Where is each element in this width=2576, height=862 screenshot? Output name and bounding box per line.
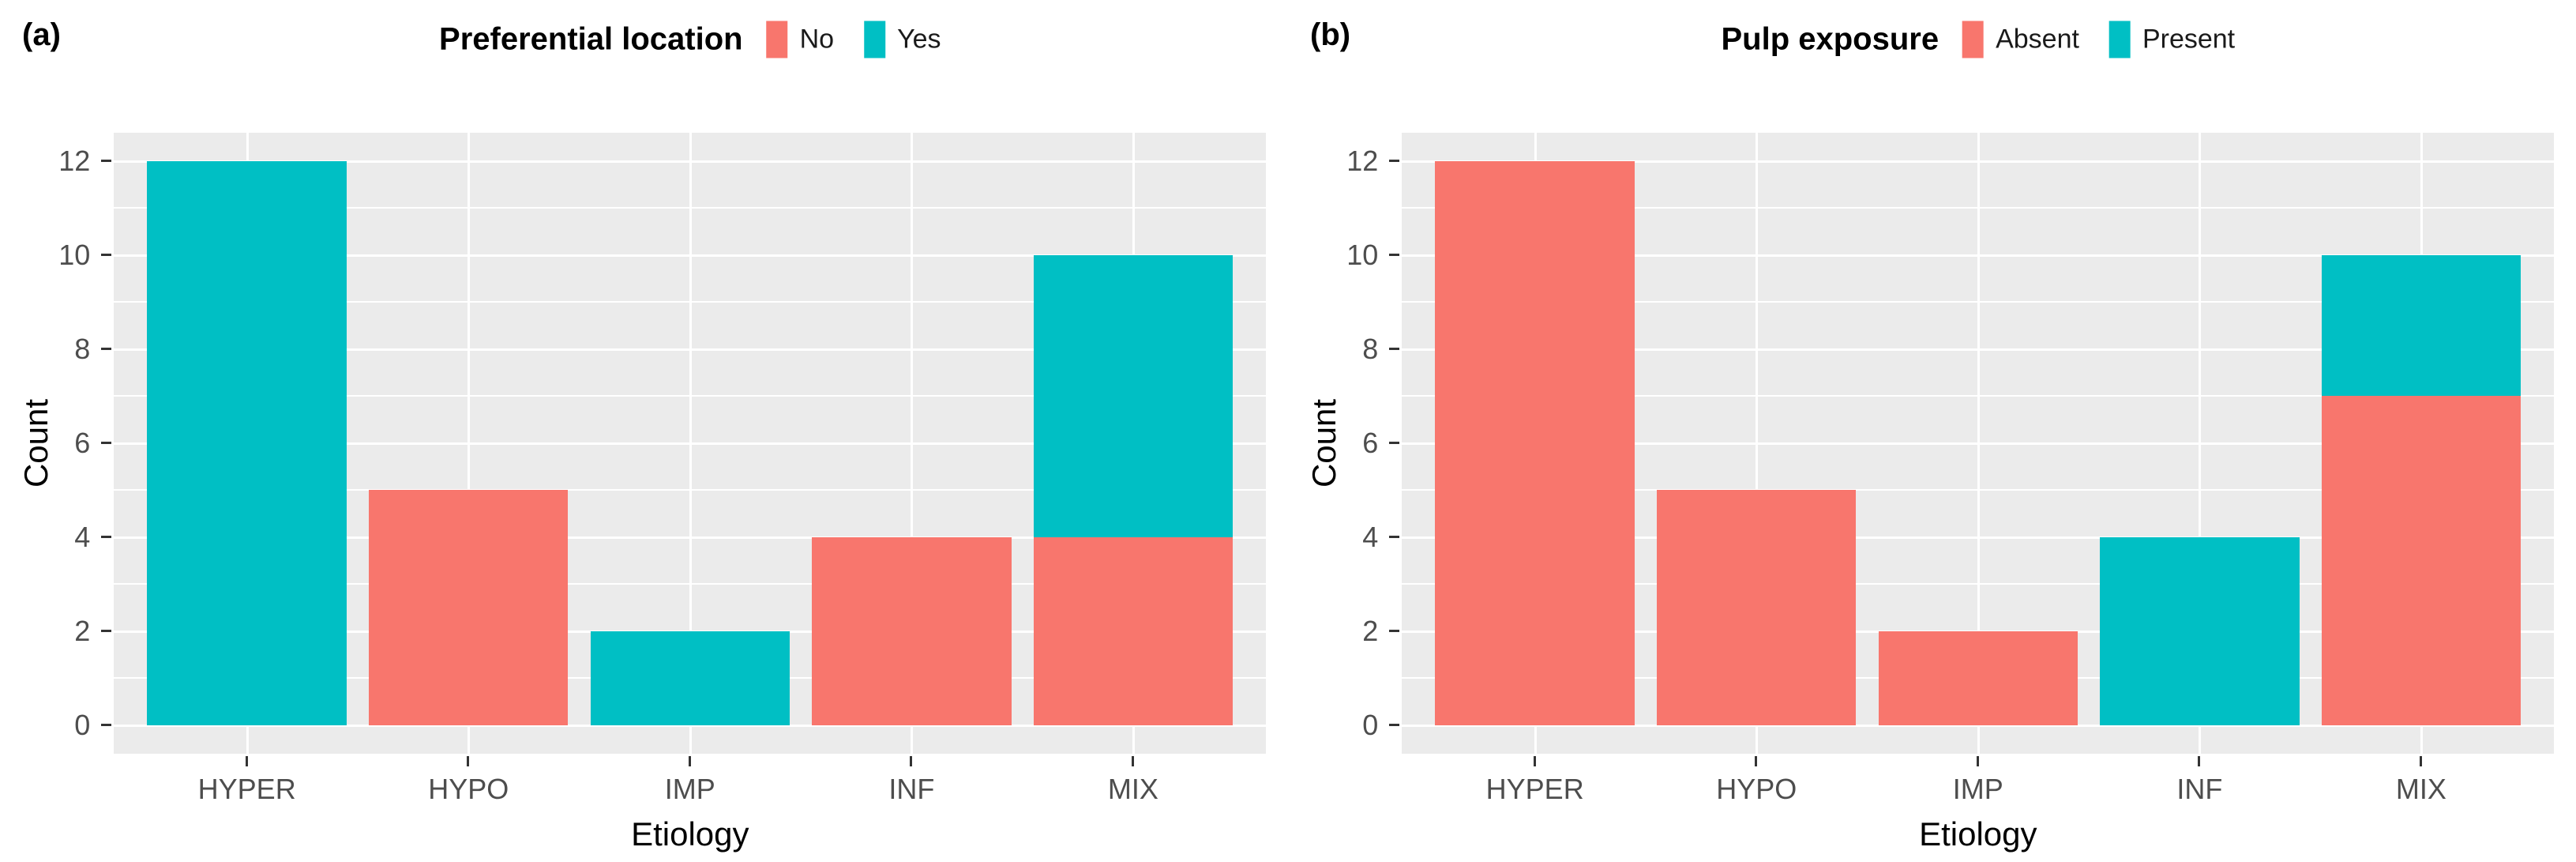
x-tick (1755, 755, 1758, 766)
x-tick-label-imp: IMP (1952, 772, 2003, 805)
chart-panel-a: (a) Preferential location No Yes Count Et… (17, 17, 1267, 853)
x-tick (467, 755, 470, 766)
legend-items: Absent Present (1962, 21, 2235, 58)
y-tick-label: 2 (74, 614, 91, 647)
legend-item-no: No (766, 21, 835, 58)
legend-key-swatch (766, 21, 788, 58)
legend-a: Preferential location No Yes (439, 21, 941, 58)
y-tick-label: 12 (1346, 144, 1379, 177)
gridline-vertical (2199, 133, 2202, 754)
x-axis-title: Etiology (1919, 815, 2037, 853)
x-tick (688, 755, 691, 766)
y-tick (1389, 441, 1400, 444)
y-tick (101, 347, 112, 350)
legend-item-absent: Absent (1962, 21, 2079, 58)
x-tick (1533, 755, 1536, 766)
legend-key-label: Yes (897, 24, 941, 55)
y-tick-label: 0 (1362, 708, 1379, 741)
x-tick-label-mix: MIX (2395, 772, 2446, 805)
legend-key-label: Absent (1996, 24, 2079, 55)
y-tick (1389, 723, 1400, 726)
x-tick (2419, 755, 2422, 766)
legend-item-yes: Yes (864, 21, 941, 58)
bar-hypo-no (368, 490, 569, 725)
bar-mix-no (1033, 536, 1234, 725)
x-tick-label-imp: IMP (664, 772, 715, 805)
figure-label-a: (a) (22, 17, 61, 52)
x-tick-label-hypo: HYPO (428, 772, 509, 805)
x-tick-label-hyper: HYPER (1485, 772, 1584, 805)
y-tick (101, 723, 112, 726)
y-tick (1389, 535, 1400, 538)
y-tick (101, 159, 112, 162)
y-tick-label: 8 (74, 332, 91, 365)
legend-title: Pulp exposure (1721, 21, 1940, 57)
plot-area (114, 133, 1267, 754)
x-tick (1131, 755, 1134, 766)
y-tick-label: 2 (1362, 614, 1379, 647)
y-tick (1389, 253, 1400, 256)
bar-mix-yes (1033, 254, 1234, 537)
bar-hyper-absent (1435, 160, 1635, 725)
legend-items: No Yes (766, 21, 941, 58)
bar-hyper-yes (147, 160, 347, 725)
x-axis-title: Etiology (631, 815, 749, 853)
x-tick-label-inf: INF (888, 772, 935, 805)
gridline-vertical (1977, 133, 1980, 754)
y-tick (1389, 347, 1400, 350)
figure-label-b: (b) (1310, 17, 1351, 52)
chart-panel-b: (b) Pulp exposure Absent Present Count Et… (1288, 0, 2576, 862)
gridline-vertical (689, 133, 692, 754)
gridline-vertical (911, 133, 914, 754)
gridline-vertical (468, 133, 471, 754)
legend-key-swatch (2108, 21, 2131, 58)
x-tick (910, 755, 913, 766)
y-tick (1389, 629, 1400, 632)
bar-inf-no (812, 536, 1012, 725)
gridline-vertical (1756, 133, 1759, 754)
y-tick (101, 441, 112, 444)
y-tick-label: 0 (74, 708, 91, 741)
x-tick-label-inf: INF (2176, 772, 2223, 805)
y-tick-label: 12 (58, 144, 91, 177)
x-tick-label-hypo: HYPO (1716, 772, 1797, 805)
y-tick (101, 253, 112, 256)
x-tick (1976, 755, 1979, 766)
y-tick (101, 629, 112, 632)
x-tick-label-mix: MIX (1107, 772, 1158, 805)
x-tick (245, 755, 248, 766)
bar-imp-absent (1878, 631, 2078, 725)
legend-item-present: Present (2108, 21, 2236, 58)
y-tick-label: 6 (1362, 426, 1379, 459)
plot-area (1402, 133, 2555, 754)
bar-hypo-absent (1656, 490, 1857, 725)
y-tick (101, 535, 112, 538)
bar-mix-absent (2321, 396, 2522, 725)
legend-title: Preferential location (439, 21, 743, 57)
bar-mix-present (2321, 254, 2522, 397)
legend-key-swatch (864, 21, 886, 58)
bar-imp-yes (590, 631, 790, 725)
legend-b: Pulp exposure Absent Present (1721, 21, 2235, 58)
legend-key-swatch (1962, 21, 1985, 58)
x-tick (2198, 755, 2201, 766)
legend-key-label: No (799, 24, 835, 55)
y-tick-label: 8 (1362, 332, 1379, 365)
y-tick-label: 4 (74, 520, 91, 553)
y-tick-label: 10 (58, 238, 91, 271)
legend-key-label: Present (2142, 24, 2236, 55)
bar-inf-present (2100, 536, 2300, 725)
y-tick (1389, 159, 1400, 162)
y-tick-label: 6 (74, 426, 91, 459)
x-tick-label-hyper: HYPER (197, 772, 296, 805)
y-tick-label: 4 (1362, 520, 1379, 553)
y-tick-label: 10 (1346, 238, 1379, 271)
